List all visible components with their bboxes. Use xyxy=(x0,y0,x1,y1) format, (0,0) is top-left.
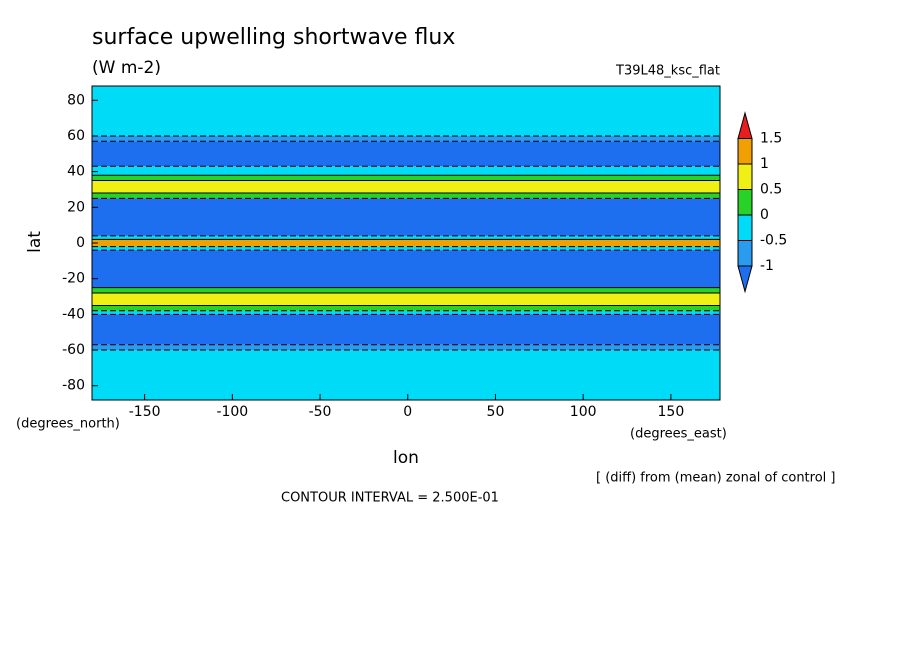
contour-band xyxy=(92,175,720,181)
contour-band xyxy=(92,350,720,400)
interval-text: CONTOUR INTERVAL = 2.500E-01 xyxy=(281,491,499,506)
y-tick-label: 80 xyxy=(67,92,85,108)
colorbar-label: -1 xyxy=(760,258,774,274)
contour-band xyxy=(92,344,720,351)
colorbar-box xyxy=(737,189,753,216)
x-tick-label: 50 xyxy=(487,404,505,420)
contour-band xyxy=(92,86,720,136)
contour-band xyxy=(92,235,720,240)
colorbar-box xyxy=(737,240,753,267)
colorbar-box xyxy=(737,265,753,294)
contour-band xyxy=(92,141,720,167)
contour-band xyxy=(92,310,720,315)
note: [ (diff) from (mean) zonal of control ] xyxy=(596,471,835,486)
x-tick-label: -100 xyxy=(216,404,248,420)
y-tick-label: 20 xyxy=(67,199,85,215)
y-axis-label: lat xyxy=(25,231,45,253)
y-unit: (degrees_north) xyxy=(16,417,120,432)
contour-band xyxy=(92,198,720,236)
colorbar-box xyxy=(737,163,753,190)
contour-band xyxy=(92,239,720,247)
contour-band xyxy=(92,287,720,293)
run-label: T39L48_ksc_flat xyxy=(615,64,720,79)
colorbar-label: 0 xyxy=(760,207,769,223)
colorbar-label: 1 xyxy=(760,156,769,172)
contour-band xyxy=(92,193,720,199)
x-tick-label: 100 xyxy=(570,404,597,420)
chart-title: surface upwelling shortwave flux xyxy=(92,25,455,50)
x-tick-label: -50 xyxy=(309,404,332,420)
x-axis-label: lon xyxy=(393,448,419,468)
y-tick-label: -40 xyxy=(62,306,85,322)
x-tick-label: 0 xyxy=(403,404,412,420)
y-tick-label: -20 xyxy=(62,271,85,287)
contour-band xyxy=(92,292,720,306)
colorbar-label: -0.5 xyxy=(760,233,787,249)
contour-band xyxy=(92,166,720,176)
x-tick-label: 150 xyxy=(658,404,685,420)
x-tick-label: -150 xyxy=(129,404,161,420)
colorbar-box xyxy=(737,214,753,241)
colorbar-label: 1.5 xyxy=(760,131,782,147)
y-tick-label: -60 xyxy=(62,342,85,358)
contour-band xyxy=(92,246,720,251)
colorbar-box xyxy=(737,111,753,139)
y-tick-label: 0 xyxy=(76,235,85,251)
x-unit: (degrees_east) xyxy=(630,427,727,442)
y-tick-label: 60 xyxy=(67,128,85,144)
units: (W m-2) xyxy=(92,58,161,78)
colorbar-label: 0.5 xyxy=(760,182,782,198)
colorbar-box xyxy=(737,138,753,165)
y-tick-label: 40 xyxy=(67,164,85,180)
contour-band xyxy=(92,314,720,345)
contour-band xyxy=(92,305,720,311)
contour-band xyxy=(92,250,720,288)
contour-band xyxy=(92,135,720,142)
contour-band xyxy=(92,180,720,194)
y-tick-label: -80 xyxy=(62,378,85,394)
